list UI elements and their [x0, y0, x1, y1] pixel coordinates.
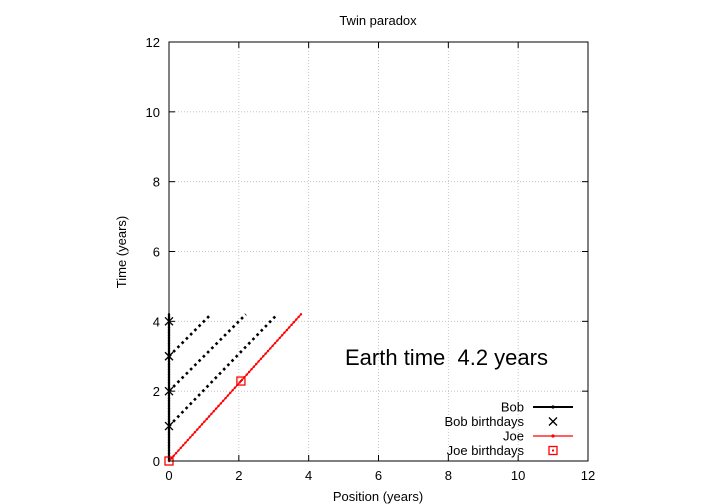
legend-swatch	[548, 445, 558, 456]
joe-point	[299, 313, 303, 316]
joe-point	[189, 436, 192, 439]
joe-point	[250, 368, 253, 371]
joe-point	[217, 404, 220, 408]
joe-point	[174, 451, 178, 455]
y-tick-label: 6	[153, 245, 160, 260]
joe-point	[226, 394, 230, 397]
legend-swatch-dot	[551, 434, 555, 438]
legend-swatch	[548, 417, 558, 426]
joe-point	[269, 347, 272, 350]
legend-label: Joe	[503, 429, 524, 444]
joe-point	[229, 391, 232, 395]
x-tick-label: 10	[511, 468, 525, 483]
joe-birthday-marker	[236, 376, 246, 386]
joe-point	[184, 441, 187, 444]
plot-frame	[168, 41, 589, 462]
x-axis-label: Position (years)	[333, 489, 423, 504]
x-tick-label: 8	[445, 468, 452, 483]
joe-point	[247, 370, 251, 374]
legend-label: Bob birthdays	[445, 414, 525, 429]
light-signal-line	[168, 313, 212, 358]
joe-point	[219, 402, 223, 405]
joe-point	[259, 357, 263, 361]
joe-point	[179, 446, 182, 450]
joe-point	[297, 315, 300, 319]
joe-point	[245, 373, 248, 376]
grid	[169, 42, 588, 461]
x-tick-label: 0	[165, 468, 172, 483]
joe-point	[292, 321, 296, 324]
axis-ticks: 0 2 4 6 8 10 12 0 2 4 6 8 10 12	[146, 35, 596, 483]
joe-point	[207, 415, 211, 418]
joe-point	[264, 352, 267, 355]
joe-point	[278, 336, 281, 340]
x-tick-label: 4	[305, 468, 312, 483]
joe-point	[214, 407, 218, 410]
joe-point	[290, 323, 293, 327]
joe-point	[198, 425, 201, 429]
joe-point	[295, 318, 298, 321]
light-signal-line	[168, 313, 279, 427]
joe-point	[266, 349, 270, 353]
joe-point	[222, 399, 225, 402]
joe-point	[212, 410, 215, 413]
joe-point	[255, 362, 258, 366]
joe-point	[285, 328, 289, 332]
joe-point	[231, 389, 234, 392]
joe-point	[200, 423, 204, 426]
joe-point	[273, 341, 277, 345]
joe-point	[283, 331, 286, 334]
joe-point	[193, 430, 197, 434]
joe-point	[288, 326, 291, 329]
joe-point	[177, 449, 180, 452]
x-tick-label: 2	[235, 468, 242, 483]
legend-swatch-dot	[551, 405, 555, 409]
y-tick-label: 8	[153, 175, 160, 190]
joe-point	[257, 360, 260, 363]
y-axis-label: Time (years)	[114, 216, 129, 288]
y-tick-label: 10	[146, 105, 160, 120]
earth-time-annotation: Earth time 4.2 years	[345, 345, 548, 370]
joe-point	[186, 438, 190, 442]
joe-point	[205, 417, 208, 421]
joe-point	[280, 334, 284, 337]
legend-label: Bob	[501, 400, 524, 415]
joe-point	[181, 444, 185, 447]
light-signal-lines	[168, 313, 279, 427]
y-tick-label: 0	[153, 454, 160, 469]
series-layer	[164, 313, 303, 466]
y-tick-label: 4	[153, 314, 160, 329]
joe-point	[276, 339, 279, 342]
joe-point	[170, 457, 173, 460]
y-tick-label: 2	[153, 384, 160, 399]
x-tick-label: 6	[375, 468, 382, 483]
joe-point	[252, 365, 256, 368]
joe-point	[196, 428, 199, 431]
y-tick-label: 12	[146, 35, 160, 50]
joe-point	[203, 420, 206, 423]
joe-point	[233, 386, 237, 389]
joe-point	[262, 355, 265, 358]
light-signal-line	[168, 313, 247, 393]
legend-label: Joe birthdays	[447, 443, 525, 458]
chart-title: Twin paradox	[339, 13, 417, 28]
joe-point	[191, 433, 194, 437]
joe-point	[271, 344, 274, 347]
joe-point	[224, 396, 227, 400]
x-tick-label: 12	[581, 468, 595, 483]
joe-point	[210, 412, 213, 416]
